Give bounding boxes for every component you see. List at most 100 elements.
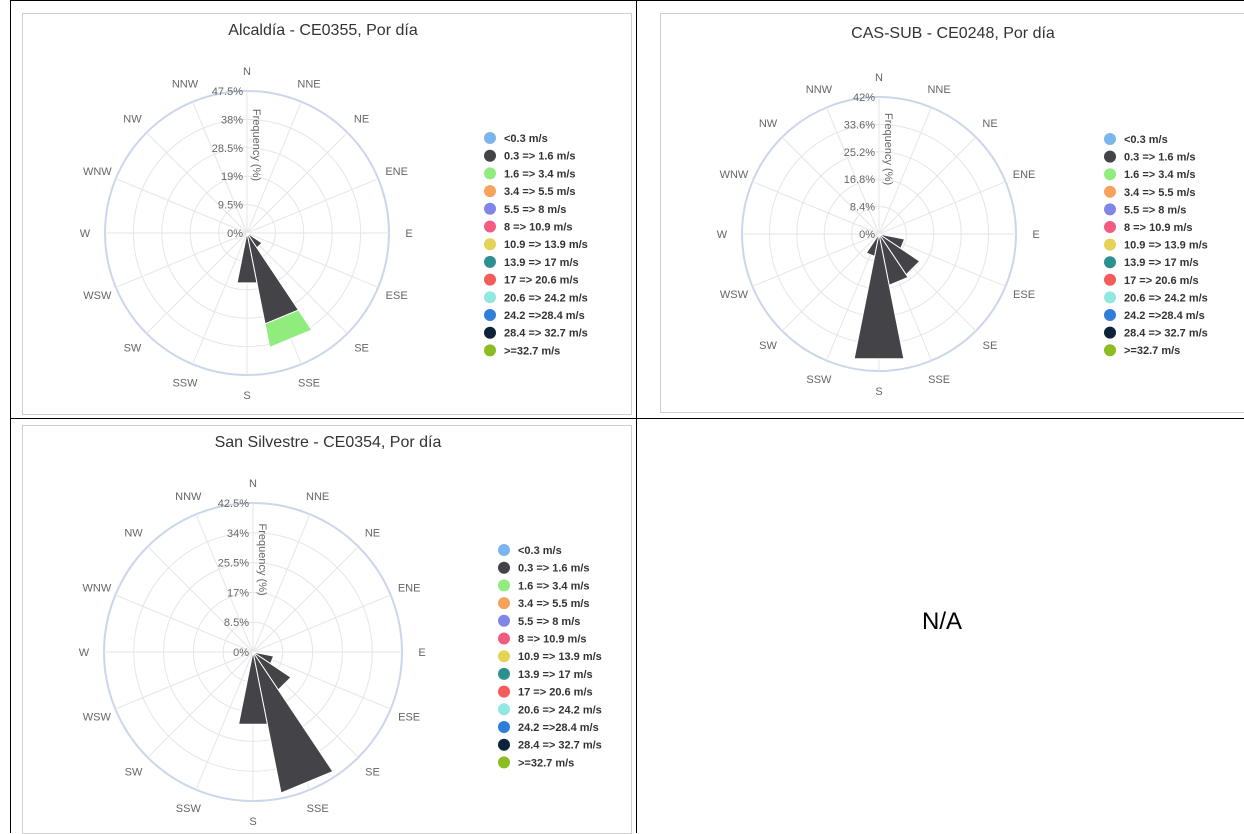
legend-item-label[interactable]: 24.2 =>28.4 m/s — [1124, 310, 1205, 322]
legend-item-label[interactable]: <0.3 m/s — [518, 545, 562, 557]
legend-item-label[interactable]: 20.6 => 24.2 m/s — [1124, 292, 1208, 304]
legend-marker[interactable] — [484, 132, 496, 144]
legend-marker[interactable] — [1104, 168, 1116, 181]
windrose-panel-san-silvestre: San Silvestre - CE0354, Por día 0% 8.5% 17%… — [22, 425, 632, 834]
legend-marker[interactable] — [498, 738, 510, 751]
direction-label-n: N — [249, 478, 257, 490]
legend-item-label[interactable]: 24.2 =>28.4 m/s — [518, 722, 599, 734]
legend-item-label[interactable]: 5.5 => 8 m/s — [518, 616, 580, 628]
legend-item-label[interactable]: 28.4 => 32.7 m/s — [1124, 328, 1208, 340]
legend-marker[interactable] — [498, 614, 510, 627]
radial-tick-label: 9.5% — [218, 200, 243, 212]
legend-marker[interactable] — [1104, 203, 1116, 216]
legend-marker[interactable] — [484, 220, 496, 233]
bar-s-0-3-1-6-m-s — [236, 232, 258, 284]
legend-item-label[interactable]: 0.3 => 1.6 m/s — [504, 151, 576, 163]
legend-marker[interactable] — [498, 632, 510, 645]
legend-marker[interactable] — [1104, 221, 1116, 233]
legend-marker[interactable] — [498, 703, 510, 716]
legend-item-label[interactable]: >=32.7 m/s — [518, 757, 574, 769]
legend-marker[interactable] — [1104, 326, 1116, 339]
legend-marker[interactable] — [484, 273, 496, 286]
direction-label-sw: SW — [759, 340, 777, 352]
direction-label-ne: NE — [982, 118, 997, 130]
legend-marker[interactable] — [498, 650, 510, 663]
legend-item-label[interactable]: 3.4 => 5.5 m/s — [518, 598, 590, 610]
grid-spoke — [878, 181, 1006, 235]
legend-marker[interactable] — [484, 185, 496, 198]
legend-marker[interactable] — [484, 238, 496, 251]
legend-item-label[interactable]: 3.4 => 5.5 m/s — [504, 186, 576, 198]
legend-item-label[interactable]: 8 => 10.9 m/s — [1124, 222, 1193, 234]
windrose-panel-cas-sub: CAS-SUB - CE0248, Por día 0% 8.4% 16.8% 25.2… — [660, 13, 1244, 413]
radial-tick-label: 28.5% — [212, 143, 243, 155]
legend-marker[interactable] — [1104, 344, 1116, 357]
direction-label-nnw: NNW — [175, 491, 202, 503]
legend-item-label[interactable]: 13.9 => 17 m/s — [504, 257, 579, 269]
legend-marker[interactable] — [484, 344, 496, 357]
legend-item-label[interactable]: 13.9 => 17 m/s — [1124, 257, 1199, 269]
legend-item-label[interactable]: 28.4 => 32.7 m/s — [518, 740, 602, 752]
legend-marker[interactable] — [498, 597, 510, 610]
radial-tick-label: 8.4% — [850, 202, 875, 214]
legend-marker[interactable] — [498, 579, 510, 592]
grid-spoke — [146, 132, 248, 234]
legend-item-label[interactable]: 1.6 => 3.4 m/s — [1124, 169, 1196, 181]
legend-item-label[interactable]: 1.6 => 3.4 m/s — [518, 580, 590, 592]
legend-item-label[interactable]: >=32.7 m/s — [1124, 345, 1180, 357]
direction-label-nw: NW — [759, 118, 778, 130]
grid-spoke — [147, 651, 254, 758]
legend-marker[interactable] — [1104, 150, 1116, 163]
legend-marker[interactable] — [498, 561, 510, 574]
legend-item-label[interactable]: 1.6 => 3.4 m/s — [504, 168, 576, 180]
legend-item-label[interactable]: 17 => 20.6 m/s — [1124, 275, 1199, 287]
legend-item-label[interactable]: 10.9 => 13.9 m/s — [518, 651, 602, 663]
legend-marker[interactable] — [1104, 238, 1116, 251]
legend-marker[interactable] — [1104, 185, 1116, 198]
legend-item-label[interactable]: 5.5 => 8 m/s — [504, 204, 566, 216]
legend-marker[interactable] — [484, 291, 496, 304]
legend-marker[interactable] — [1104, 309, 1116, 321]
legend-marker[interactable] — [498, 685, 510, 698]
legend-item-label[interactable]: 10.9 => 13.9 m/s — [504, 239, 588, 251]
legend-marker[interactable] — [1104, 273, 1116, 286]
grid-spoke — [252, 594, 391, 653]
legend-item-label[interactable]: 17 => 20.6 m/s — [518, 687, 593, 699]
legend-item-label[interactable]: >=32.7 m/s — [504, 345, 560, 357]
legend-item-label[interactable]: 24.2 =>28.4 m/s — [504, 310, 585, 322]
legend-item-label[interactable]: 8 => 10.9 m/s — [504, 222, 573, 234]
legend-marker[interactable] — [1104, 291, 1116, 304]
grid-spoke — [781, 136, 880, 235]
legend-item-label[interactable]: 5.5 => 8 m/s — [1124, 204, 1186, 216]
legend-marker[interactable] — [484, 309, 496, 321]
direction-label-ssw: SSW — [172, 378, 198, 390]
legend-marker[interactable] — [484, 149, 496, 162]
grid-spoke — [115, 232, 248, 288]
legend-item-label[interactable]: 10.9 => 13.9 m/s — [1124, 240, 1208, 252]
legend-marker[interactable] — [484, 326, 496, 339]
legend-marker[interactable] — [484, 202, 496, 215]
grid-spoke — [878, 136, 977, 235]
legend-item-label[interactable]: 8 => 10.9 m/s — [518, 634, 587, 646]
direction-label-w: W — [79, 647, 90, 659]
legend-item-label[interactable]: 20.6 => 24.2 m/s — [504, 292, 588, 304]
legend-marker[interactable] — [484, 255, 496, 268]
legend-marker[interactable] — [498, 544, 510, 556]
legend-marker[interactable] — [498, 756, 510, 769]
legend-item-label[interactable]: 17 => 20.6 m/s — [504, 275, 579, 287]
legend-item-label[interactable]: <0.3 m/s — [504, 133, 548, 145]
legend-marker[interactable] — [484, 167, 496, 180]
legend-item-label[interactable]: 3.4 => 5.5 m/s — [1124, 187, 1196, 199]
legend-item-label[interactable]: 0.3 => 1.6 m/s — [1124, 152, 1196, 164]
legend-item-label[interactable]: 13.9 => 17 m/s — [518, 669, 593, 681]
legend-item-label[interactable]: 28.4 => 32.7 m/s — [504, 328, 588, 340]
legend-marker[interactable] — [1104, 256, 1116, 269]
legend-marker[interactable] — [1104, 133, 1116, 145]
legend-item-label[interactable]: <0.3 m/s — [1124, 134, 1168, 146]
legend-marker[interactable] — [498, 721, 510, 733]
legend-marker[interactable] — [498, 667, 510, 680]
radial-tick-label: 25.2% — [844, 147, 875, 159]
legend-item-label[interactable]: 0.3 => 1.6 m/s — [518, 563, 590, 575]
legend-item-label[interactable]: 20.6 => 24.2 m/s — [518, 704, 602, 716]
grid-spoke — [246, 232, 379, 288]
